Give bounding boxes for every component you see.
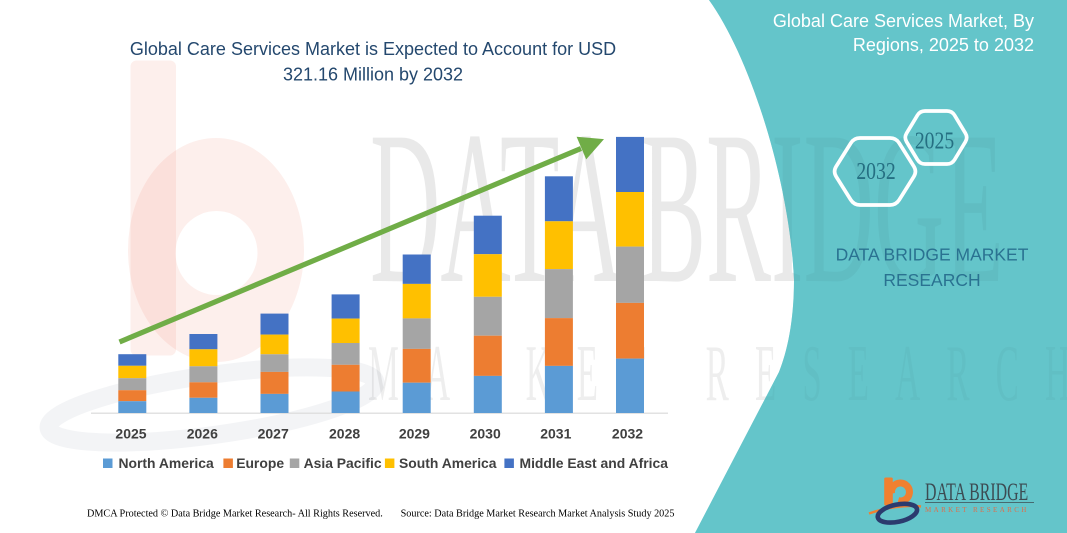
svg-text:MARKET RESEARCH: MARKET RESEARCH: [925, 506, 1029, 514]
svg-text:RESEARCH: RESEARCH: [883, 270, 980, 290]
svg-text:2030: 2030: [470, 426, 501, 442]
svg-text:Global Care Services Market, B: Global Care Services Market, By: [773, 11, 1034, 31]
svg-text:DATA BRIDGE: DATA BRIDGE: [925, 477, 1028, 506]
svg-text:Regions, 2025 to 2032: Regions, 2025 to 2032: [853, 35, 1034, 55]
svg-text:Source: Data Bridge Market Res: Source: Data Bridge Market Research Mark…: [401, 509, 675, 520]
svg-text:2029: 2029: [399, 426, 430, 442]
svg-text:North America: North America: [119, 455, 214, 471]
svg-text:2025: 2025: [915, 127, 954, 154]
svg-text:Europe: Europe: [236, 455, 284, 471]
svg-text:Global Care Services Market is: Global Care Services Market is Expected …: [130, 39, 616, 59]
svg-text:2032: 2032: [856, 157, 895, 184]
svg-text:2025: 2025: [115, 426, 146, 442]
svg-text:2028: 2028: [329, 426, 360, 442]
svg-text:Asia Pacific: Asia Pacific: [304, 455, 382, 471]
svg-text:2031: 2031: [540, 426, 571, 442]
svg-text:2027: 2027: [258, 426, 289, 442]
svg-text:DATA BRIDGE MARKET: DATA BRIDGE MARKET: [836, 244, 1029, 264]
svg-text:DMCA Protected © Data Bridge M: DMCA Protected © Data Bridge Market Rese…: [87, 509, 383, 520]
svg-text:2026: 2026: [187, 426, 218, 442]
svg-text:Middle East and Africa: Middle East and Africa: [520, 455, 669, 471]
svg-text:321.16 Million by 2032: 321.16 Million by 2032: [283, 65, 463, 85]
svg-text:2032: 2032: [612, 426, 643, 442]
svg-text:South America: South America: [399, 455, 497, 471]
